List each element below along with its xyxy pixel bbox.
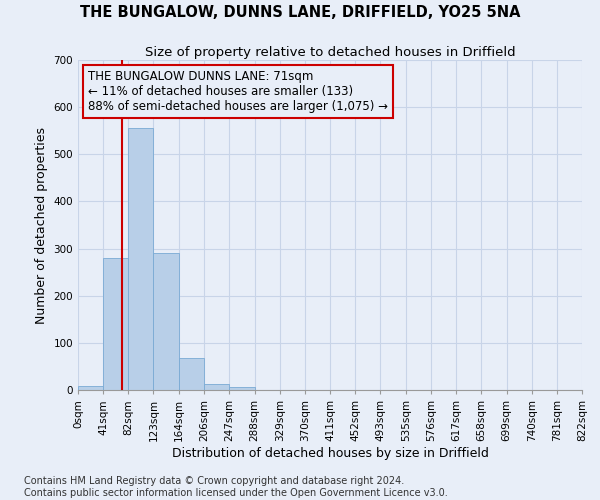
Bar [128, 128, 154, 390]
Bar [78, 386, 103, 390]
Y-axis label: Number of detached properties: Number of detached properties [35, 126, 48, 324]
Bar [179, 358, 203, 390]
Bar [205, 384, 229, 390]
X-axis label: Distribution of detached houses by size in Driffield: Distribution of detached houses by size … [172, 446, 488, 460]
Bar [154, 254, 179, 390]
Bar [103, 258, 128, 390]
Text: THE BUNGALOW, DUNNS LANE, DRIFFIELD, YO25 5NA: THE BUNGALOW, DUNNS LANE, DRIFFIELD, YO2… [80, 5, 520, 20]
Title: Size of property relative to detached houses in Driffield: Size of property relative to detached ho… [145, 46, 515, 59]
Text: Contains HM Land Registry data © Crown copyright and database right 2024.
Contai: Contains HM Land Registry data © Crown c… [24, 476, 448, 498]
Text: THE BUNGALOW DUNNS LANE: 71sqm
← 11% of detached houses are smaller (133)
88% of: THE BUNGALOW DUNNS LANE: 71sqm ← 11% of … [88, 70, 388, 113]
Bar [229, 387, 254, 390]
